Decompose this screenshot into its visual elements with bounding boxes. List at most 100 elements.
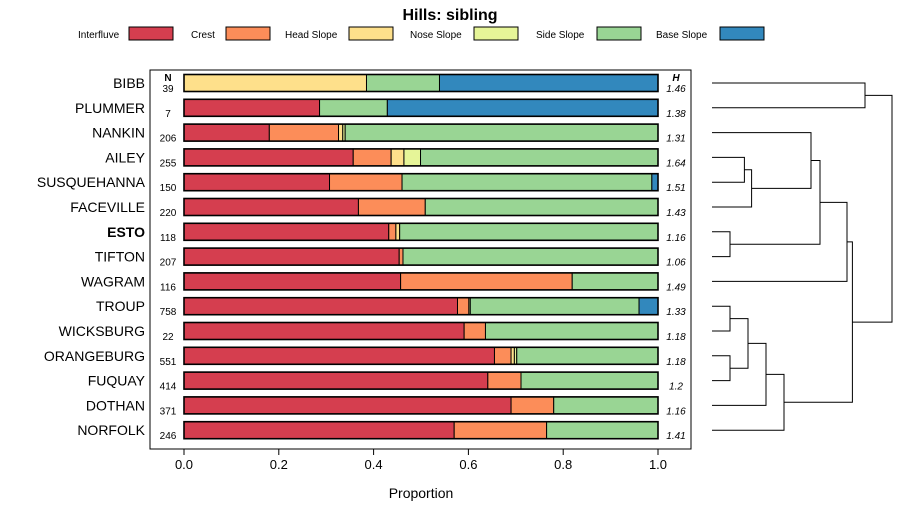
bar-outline-norfolk: [183, 420, 659, 440]
bar-troup-interfluve: [183, 297, 458, 316]
bar-outline-esto: [183, 222, 659, 242]
legend-swatch-crest: [225, 26, 271, 41]
h-value-orangeburg: 1.18: [666, 357, 686, 368]
bar-susquehanna-crest: [329, 173, 403, 192]
h-value-ailey: 1.64: [666, 158, 686, 169]
bar-esto-interfluve: [183, 222, 390, 241]
bar-plummer-interfluve: [183, 98, 321, 117]
bar-fuquay-crest: [487, 371, 522, 390]
bar-outline-nankin: [183, 123, 659, 142]
category-label-orangeburg: ORANGEBURG: [44, 348, 145, 364]
dendrogram-link-8: [712, 355, 731, 382]
bar-dothan-side-slope: [553, 396, 659, 415]
bar-susquehanna-interfluve: [183, 173, 331, 192]
dendrogram-link-1: [712, 156, 745, 183]
legend-swatch-interfluve: [128, 26, 174, 41]
bar-outline-troup: [183, 296, 659, 316]
bar-ailey-crest: [352, 148, 392, 167]
legend-label-crest: Crest: [191, 30, 215, 41]
category-label-fuquay: FUQUAY: [88, 373, 146, 389]
bar-ailey-interfluve: [183, 148, 354, 167]
plot-panel: N H BIBB 39 1.46 PLUMMER 7 1.38 NANKIN 206 1.31 AIL…: [37, 69, 692, 472]
bar-fuquay-interfluve: [183, 371, 489, 390]
category-label-bibb: BIBB: [113, 75, 145, 91]
n-value-nankin: 206: [160, 134, 177, 145]
bar-wagram-crest: [400, 272, 573, 291]
category-label-ailey: AILEY: [105, 149, 145, 165]
bar-outline-orangeburg: [183, 346, 659, 366]
bar-orangeburg-crest: [493, 346, 512, 365]
n-value-bibb: 39: [162, 84, 174, 95]
bar-susquehanna-base-slope: [651, 173, 659, 192]
bar-norfolk-crest: [453, 421, 548, 440]
dendrogram-link-0: [712, 82, 866, 109]
bar-faceville-side-slope: [424, 198, 659, 216]
category-label-norfolk: NORFOLK: [77, 422, 145, 438]
category-label-susquehanna: SUSQUEHANNA: [37, 174, 146, 190]
dendrogram-link-12: [784, 241, 853, 403]
bar-outline-plummer: [183, 98, 659, 118]
dendrogram-link-4: [712, 231, 731, 258]
dendrogram-link-6: [712, 201, 848, 282]
h-value-troup: 1.33: [666, 307, 686, 318]
bar-tifton-crest: [398, 247, 404, 266]
category-label-wicksburg: WICKSBURG: [59, 323, 145, 339]
n-value-ailey: 255: [160, 158, 177, 169]
legend-label-base-slope: Base Slope: [656, 30, 708, 41]
n-value-fuquay: 414: [160, 382, 177, 393]
n-value-wicksburg: 22: [162, 332, 174, 343]
n-value-dothan: 371: [160, 406, 177, 417]
bar-faceville-crest: [357, 198, 426, 216]
n-value-orangeburg: 551: [160, 357, 177, 368]
bar-orangeburg-interfluve: [183, 346, 495, 365]
dendrogram-link-3: [712, 132, 812, 189]
legend: Interfluve Crest Head Slope Nose Slope Side …: [78, 26, 765, 41]
legend-label-interfluve: Interfluve: [78, 30, 120, 41]
h-value-tifton: 1.06: [666, 258, 686, 269]
bar-troup-crest: [456, 297, 470, 316]
h-value-norfolk: 1.41: [666, 431, 685, 442]
bar-outline-fuquay: [183, 371, 659, 390]
n-value-plummer: 7: [165, 109, 171, 120]
bar-outline-faceville: [183, 197, 659, 217]
bar-outline-tifton: [183, 247, 659, 266]
bar-dothan-crest: [510, 396, 555, 415]
h-value-dothan: 1.16: [666, 406, 686, 417]
bar-norfolk-interfluve: [183, 421, 455, 440]
legend-label-nose-slope: Nose Slope: [410, 30, 462, 41]
legend-swatch-nose-slope: [473, 26, 519, 41]
bar-outline-ailey: [183, 148, 659, 167]
h-column-header: H: [672, 73, 680, 84]
bar-nankin-crest: [268, 123, 340, 142]
x-tick-label-4: 0.8: [554, 457, 572, 472]
bar-outline-dothan: [183, 396, 659, 415]
x-tick-label-3: 0.6: [459, 457, 477, 472]
category-label-plummer: PLUMMER: [75, 100, 145, 116]
chart-title: Hills: sibling: [402, 7, 497, 24]
bar-plummer-side-slope: [319, 98, 388, 117]
n-column-header: N: [164, 73, 171, 84]
dendrogram-link-7: [712, 305, 731, 332]
n-value-wagram: 116: [160, 282, 176, 293]
plot-frame: [149, 69, 692, 450]
bar-outline-wicksburg: [183, 321, 659, 341]
dendrogram-link-11: [712, 373, 785, 431]
bar-tifton-interfluve: [183, 247, 400, 266]
h-value-plummer: 1.38: [666, 109, 686, 120]
n-value-tifton: 207: [160, 258, 177, 269]
h-value-bibb: 1.46: [666, 84, 686, 95]
bar-tifton-side-slope: [402, 247, 659, 266]
bar-outline-bibb: [183, 73, 659, 93]
h-value-fuquay: 1.2: [669, 382, 683, 393]
category-label-dothan: DOTHAN: [86, 397, 145, 413]
dendrogram-link-5: [730, 160, 821, 245]
bar-wicksburg-crest: [463, 322, 486, 340]
legend-swatch-side-slope: [596, 26, 642, 41]
x-axis-label: Proportion: [389, 485, 454, 501]
bar-esto-side-slope: [399, 222, 659, 241]
x-tick-label-1: 0.2: [270, 457, 288, 472]
x-tick-label-5: 1.0: [649, 457, 667, 472]
h-value-esto: 1.16: [666, 233, 686, 244]
bar-bibb-head-slope: [183, 74, 367, 92]
h-value-wagram: 1.49: [666, 282, 686, 293]
